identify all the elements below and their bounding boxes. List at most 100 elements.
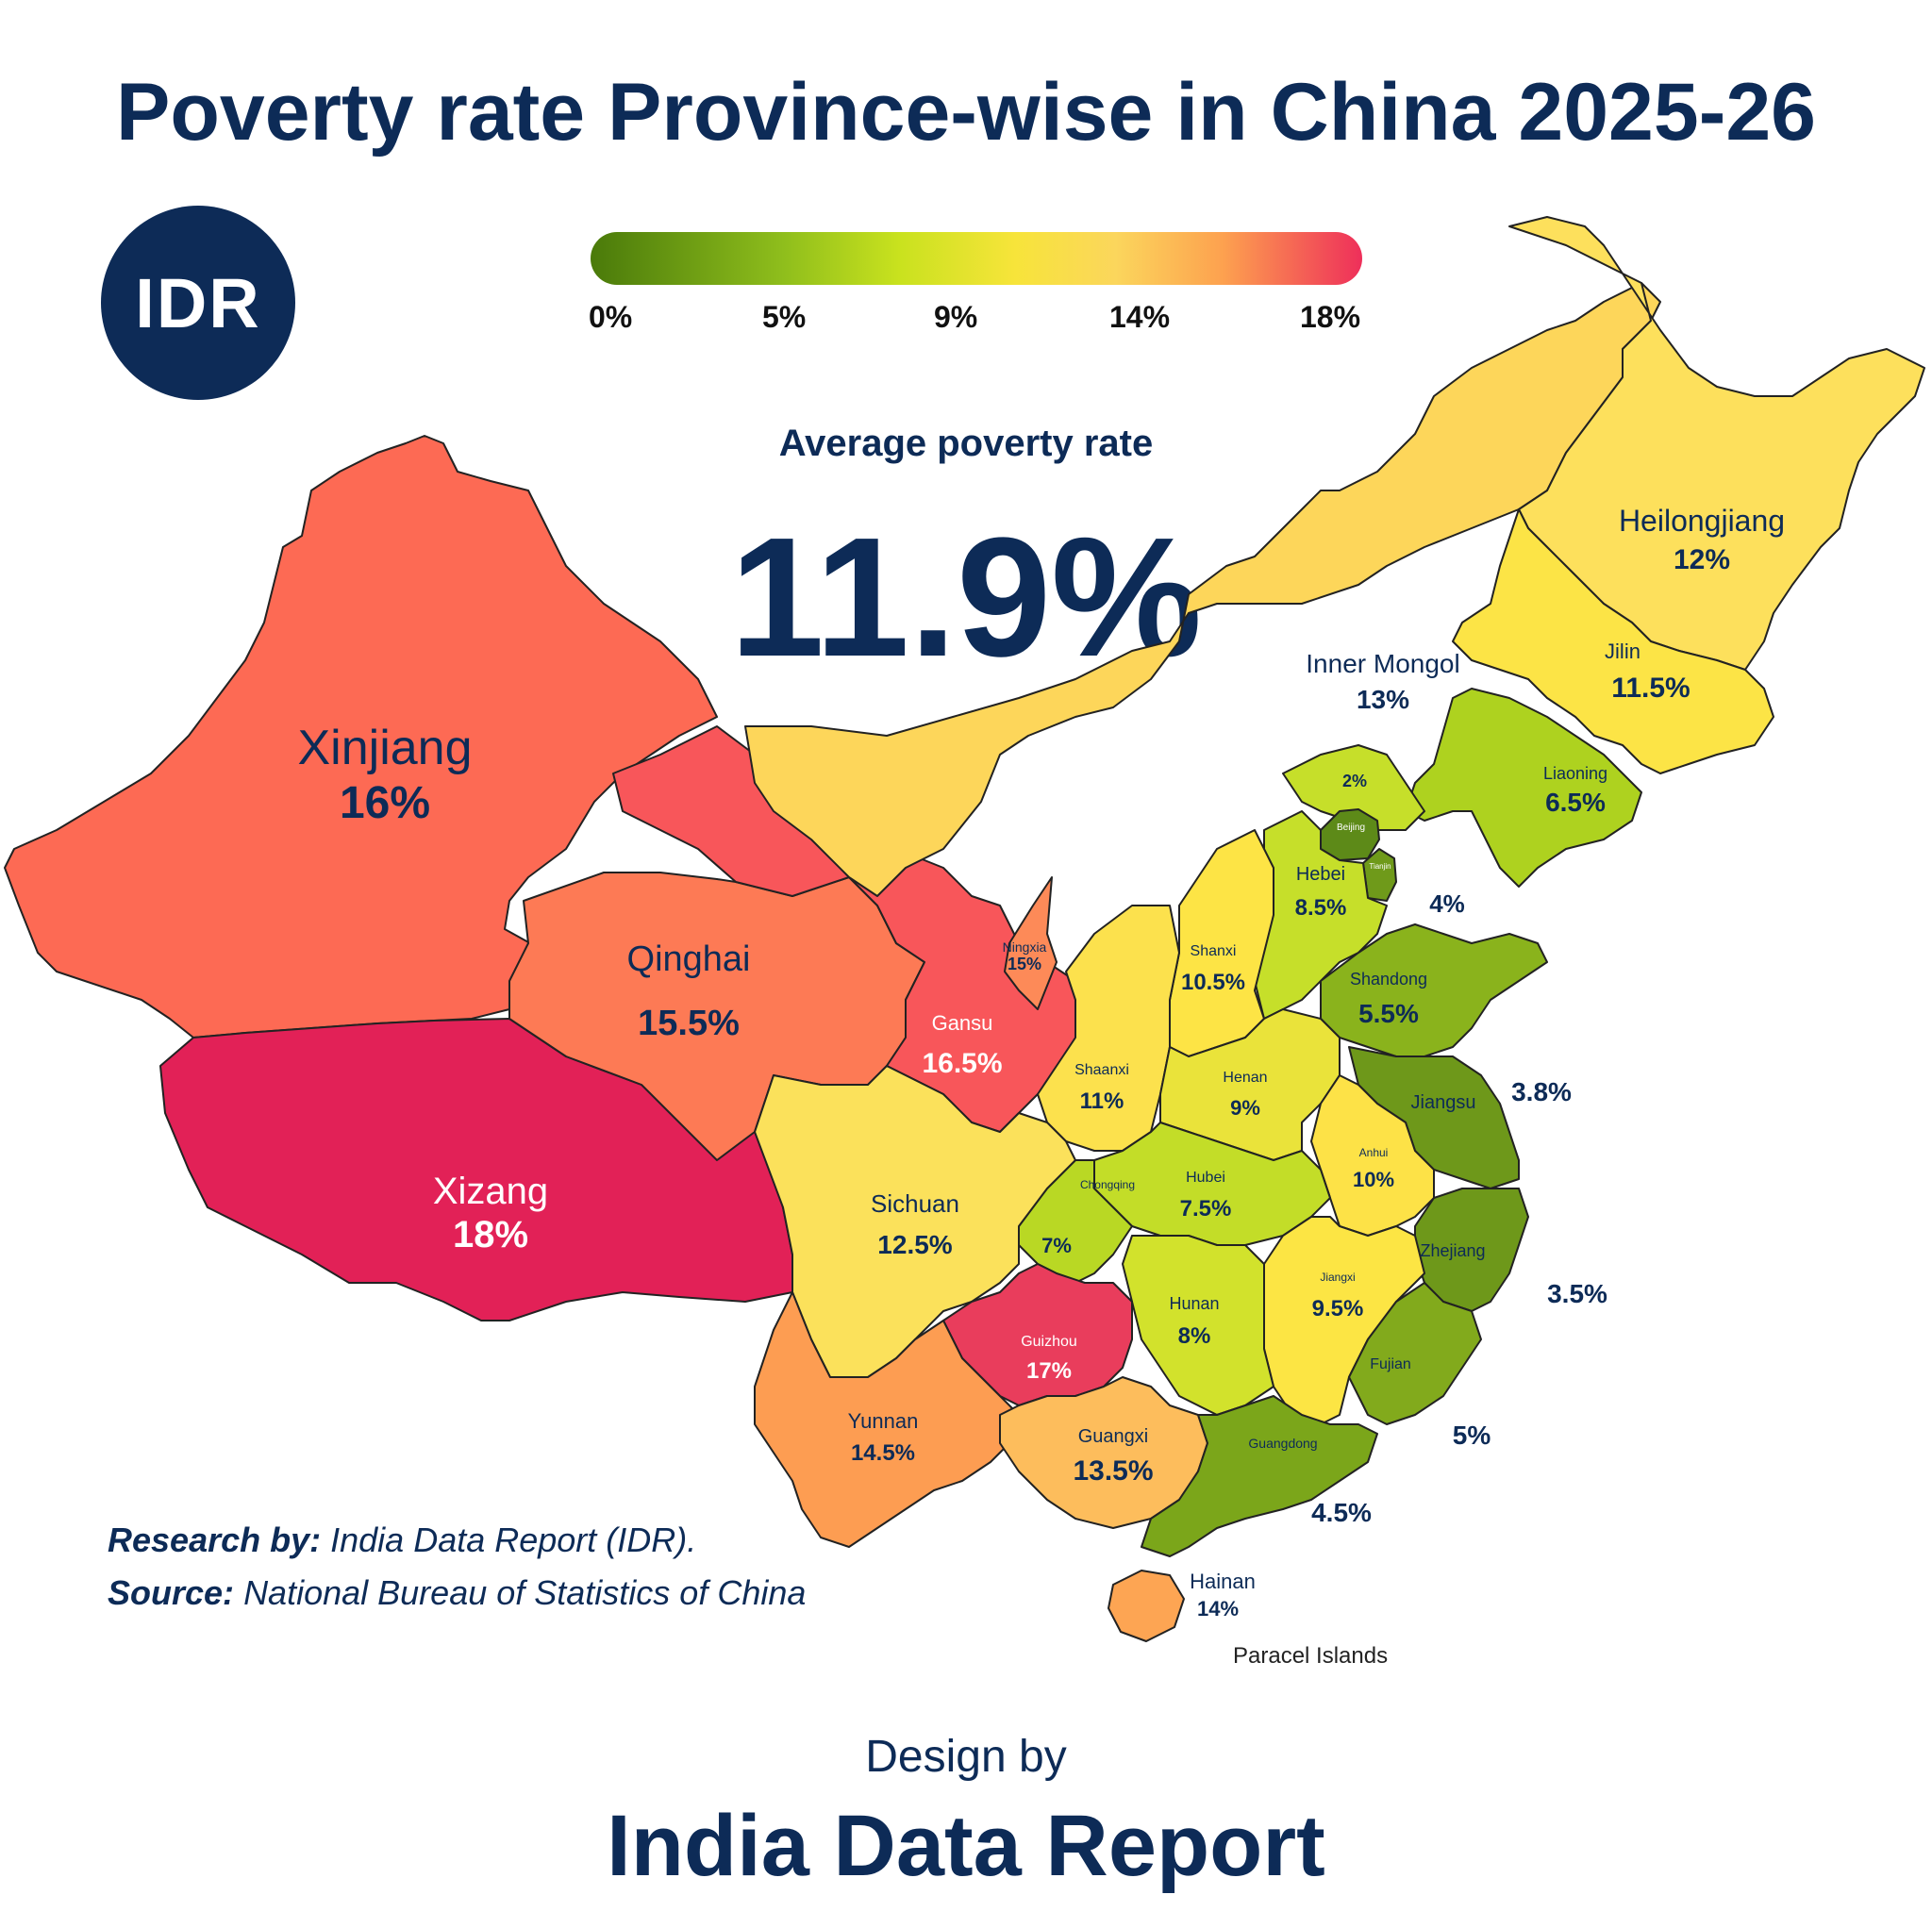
- label-name: Guangxi: [1077, 1426, 1149, 1447]
- label-name: Inner Mongol: [1306, 649, 1460, 678]
- region-inner-mongol[interactable]: [744, 282, 1661, 897]
- label-name: Hainan: [1190, 1570, 1256, 1593]
- label-guangdong: Guangdong: [1248, 1436, 1317, 1451]
- label-name: Fujian: [1370, 1356, 1411, 1372]
- research-label: Research by:: [108, 1521, 322, 1559]
- region-hunan[interactable]: [1122, 1235, 1274, 1416]
- label-fujian-value: 5%: [1453, 1421, 1491, 1451]
- label-name: Qinghai: [626, 939, 751, 979]
- label-heilongjiang: Heilongjiang 12%: [1619, 504, 1785, 576]
- label-value: 12%: [1673, 543, 1731, 575]
- label-name: Jiangsu: [1410, 1092, 1476, 1113]
- label-jiangxi: Jiangxi 9.5%: [1312, 1271, 1364, 1321]
- legend-tick-3: 14%: [1109, 300, 1171, 334]
- label-jiangsu-value: 3.8%: [1511, 1077, 1572, 1107]
- label-gansu: Gansu 16.5%: [922, 1011, 1002, 1081]
- label-name: Shaanxi: [1074, 1062, 1129, 1078]
- color-scale-bar: [591, 232, 1362, 285]
- legend-tick-4: 18%: [1300, 300, 1361, 334]
- legend-tick-2: 9%: [934, 300, 978, 334]
- label-jilin: Jilin 11.5%: [1555, 640, 1690, 706]
- legend-tick-1: 5%: [762, 300, 807, 334]
- page-title: Poverty rate Province-wise in China 2025…: [115, 67, 1816, 158]
- label-xizang: Xizang 18%: [433, 1170, 548, 1256]
- label-guangdong-value: 4.5%: [1311, 1498, 1372, 1528]
- label-value: 14.5%: [850, 1440, 916, 1467]
- label-value: 4%: [1429, 889, 1465, 918]
- label-name: Guizhou: [1021, 1334, 1077, 1350]
- label-henan: Henan 9%: [1223, 1070, 1267, 1121]
- source-value: National Bureau of Statistics of China: [243, 1573, 807, 1612]
- label-fujian: Fujian: [1370, 1356, 1411, 1373]
- region-yunnan[interactable]: [754, 1291, 1020, 1548]
- label-hubei: Hubei 7.5%: [1180, 1170, 1232, 1222]
- label-chongqing: Chongqing: [1079, 1178, 1136, 1192]
- label-name: Hubei: [1186, 1170, 1225, 1186]
- label-name: Gansu: [931, 1011, 993, 1035]
- label-value: 16.5%: [922, 1048, 1003, 1080]
- region-guangdong[interactable]: [1141, 1395, 1378, 1557]
- label-value: 15%: [1007, 955, 1042, 974]
- label-shandong: Shandong 5.5%: [1350, 970, 1427, 1029]
- label-name: Chongqing: [1079, 1178, 1136, 1191]
- region-hainan[interactable]: [1108, 1570, 1185, 1642]
- label-name: Ningxia: [1002, 939, 1047, 955]
- region-shandong[interactable]: [1320, 923, 1548, 1057]
- label-shaanxi: Shaanxi 11%: [1074, 1062, 1129, 1115]
- idr-logo: IDR: [101, 206, 295, 400]
- label-value: 15.5%: [638, 1003, 740, 1043]
- label-value: 10.5%: [1180, 970, 1246, 996]
- label-value: 14%: [1196, 1597, 1240, 1621]
- label-value: 8.5%: [1294, 895, 1347, 921]
- label-value: 4.5%: [1311, 1498, 1372, 1527]
- label-value: 5.5%: [1358, 998, 1419, 1028]
- region-hebei-north[interactable]: [1282, 744, 1425, 831]
- label-zhejiang: Zhejiang: [1420, 1241, 1485, 1261]
- label-tianjin-value: 4%: [1429, 889, 1465, 919]
- label-hebei: Hebei 8.5%: [1295, 864, 1347, 922]
- label-value: 3.8%: [1511, 1077, 1572, 1106]
- label-value: 11.5%: [1611, 673, 1690, 705]
- region-fujian[interactable]: [1348, 1282, 1482, 1425]
- label-value: 5%: [1452, 1421, 1491, 1450]
- source-label: Source:: [108, 1573, 235, 1612]
- label-name: Guangdong: [1248, 1436, 1318, 1451]
- paracel-islands-label: Paracel Islands: [1233, 1643, 1389, 1669]
- label-hunan: Hunan 8%: [1169, 1294, 1219, 1349]
- label-value: 8%: [1177, 1322, 1211, 1349]
- label-name: Anhui: [1358, 1146, 1389, 1159]
- label-name: Shandong: [1349, 970, 1428, 989]
- label-name: Sichuan: [871, 1189, 959, 1218]
- label-name: Hebei: [1295, 864, 1346, 885]
- research-value: India Data Report (IDR).: [330, 1521, 697, 1559]
- label-chongqing-value: 7%: [1041, 1234, 1072, 1257]
- label-jiangsu: Jiangsu: [1411, 1092, 1476, 1114]
- label-name: Liaoning: [1542, 764, 1608, 783]
- research-credit: Research by: India Data Report (IDR).: [108, 1514, 806, 1567]
- label-name: Beijing: [1336, 823, 1366, 833]
- region-jilin[interactable]: [1452, 508, 1774, 774]
- region-beijing[interactable]: [1320, 808, 1380, 861]
- label-value: 6.5%: [1545, 787, 1606, 817]
- label-value: 9.5%: [1311, 1295, 1364, 1321]
- label-guangxi: Guangxi 13.5%: [1073, 1426, 1153, 1488]
- label-value: 7%: [1041, 1234, 1072, 1257]
- label-value: 2%: [1341, 772, 1368, 790]
- label-name: Yunnan: [847, 1409, 919, 1433]
- source-credit: Source: National Bureau of Statistics of…: [108, 1567, 806, 1620]
- label-value: 18%: [452, 1214, 529, 1255]
- average-label: Average poverty rate: [778, 423, 1154, 464]
- label-name: Hunan: [1169, 1294, 1220, 1313]
- region-ningxia[interactable]: [1004, 876, 1058, 1010]
- label-zhejiang-value: 3.5%: [1547, 1279, 1607, 1309]
- label-name: Henan: [1223, 1070, 1268, 1086]
- region-heilongjiang[interactable]: [1508, 216, 1925, 671]
- label-name: Jilin: [1605, 640, 1641, 663]
- label-value: 16%: [339, 777, 431, 828]
- region-xizang[interactable]: [159, 1018, 793, 1321]
- logo-text: IDR: [135, 263, 261, 342]
- label-qinghai: Qinghai 15.5%: [627, 939, 751, 1044]
- label-name: Shanxi: [1190, 943, 1237, 959]
- region-hubei[interactable]: [1093, 1122, 1331, 1246]
